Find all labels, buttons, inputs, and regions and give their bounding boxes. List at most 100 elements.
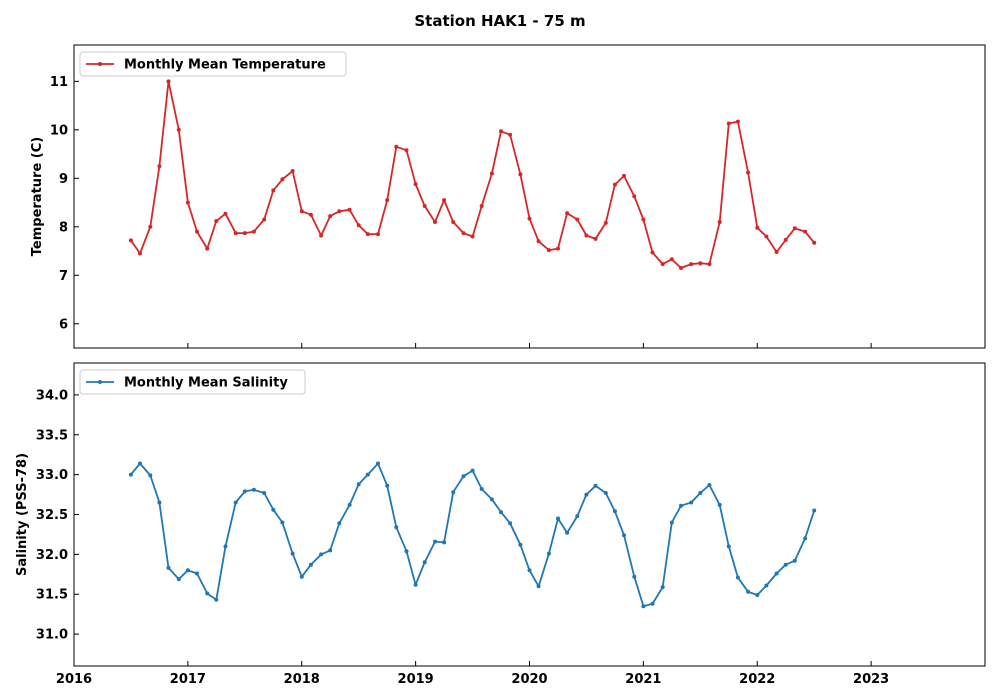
salinity-data-point bbox=[641, 604, 646, 609]
salinity-data-point bbox=[660, 585, 665, 590]
temperature-data-point bbox=[792, 226, 797, 231]
salinity-data-point bbox=[319, 552, 324, 557]
salinity-series-line bbox=[130, 462, 816, 608]
salinity-x-tick-label: 2017 bbox=[170, 672, 206, 687]
salinity-data-point bbox=[376, 461, 380, 466]
temperature-data-point bbox=[518, 172, 523, 177]
temperature-data-point bbox=[470, 234, 475, 239]
temperature-data-point bbox=[347, 207, 352, 212]
salinity-data-point bbox=[565, 530, 570, 535]
temperature-y-tick-label: 7 bbox=[59, 269, 68, 284]
temperature-data-point bbox=[157, 164, 162, 169]
temperature-data-point bbox=[128, 238, 133, 243]
temperature-data-point bbox=[641, 217, 646, 222]
temperature-data-point bbox=[783, 237, 788, 242]
salinity-data-point bbox=[442, 540, 447, 545]
salinity-data-point bbox=[755, 593, 760, 597]
temperature-data-point bbox=[546, 248, 551, 253]
temperature-data-point bbox=[650, 250, 655, 255]
salinity-data-point bbox=[299, 574, 304, 579]
temperature-data-point bbox=[394, 144, 399, 149]
salinity-panel: 2016 2017 2018 2019 2020 2021 2022 2023 31.0 31.5… bbox=[15, 362, 986, 687]
salinity-data-point bbox=[185, 568, 190, 573]
salinity-data-point bbox=[138, 461, 142, 466]
salinity-data-point bbox=[461, 474, 466, 479]
temperature-data-point bbox=[433, 220, 437, 224]
temperature-data-point bbox=[280, 177, 285, 182]
salinity-data-point bbox=[764, 583, 769, 588]
salinity-y-tick-label: 31.0 bbox=[36, 628, 68, 643]
salinity-data-point bbox=[337, 521, 342, 526]
salinity-data-point bbox=[679, 503, 683, 508]
temperature-y-tick-label: 9 bbox=[59, 172, 68, 187]
temperature-data-point bbox=[205, 246, 210, 251]
salinity-data-point bbox=[214, 597, 219, 602]
temperature-data-point bbox=[669, 257, 674, 262]
temperature-data-point bbox=[499, 129, 503, 134]
temperature-y-tick-label: 8 bbox=[59, 220, 68, 235]
temperature-data-point bbox=[233, 231, 238, 236]
salinity-data-point bbox=[546, 551, 551, 556]
temperature-data-point bbox=[251, 229, 256, 234]
salinity-data-point bbox=[746, 589, 751, 594]
temperature-data-point bbox=[622, 173, 626, 178]
temperature-data-point bbox=[365, 232, 370, 237]
temperature-data-point bbox=[479, 204, 484, 208]
salinity-data-point bbox=[792, 558, 797, 563]
salinity-data-point bbox=[499, 510, 503, 515]
temperature-data-point bbox=[404, 148, 409, 153]
temperature-data-point bbox=[242, 231, 247, 236]
salinity-data-point bbox=[650, 601, 655, 606]
temperature-data-point bbox=[755, 225, 760, 230]
temperature-data-point bbox=[442, 198, 447, 203]
temperature-data-point bbox=[717, 220, 722, 224]
salinity-data-point bbox=[308, 562, 313, 567]
temperature-data-point bbox=[299, 209, 304, 214]
salinity-data-point bbox=[584, 492, 589, 497]
salinity-x-tick-label: 2018 bbox=[284, 672, 320, 687]
temperature-data-point bbox=[707, 262, 712, 267]
temperature-data-point bbox=[764, 234, 769, 239]
temperature-data-point bbox=[556, 246, 560, 251]
temperature-data-point bbox=[489, 171, 494, 176]
salinity-data-point bbox=[251, 487, 256, 492]
salinity-data-point bbox=[536, 584, 541, 589]
temperature-data-point bbox=[176, 127, 181, 132]
temperature-panel: 6 7 8 9 10 11 Temperature (C) Monthly Mean Temp… bbox=[30, 44, 986, 349]
temperature-data-point bbox=[603, 220, 608, 225]
temperature-data-point bbox=[698, 261, 703, 266]
salinity-y-axis-label: Salinity (PSS-78) bbox=[15, 453, 30, 576]
temperature-data-point bbox=[660, 262, 665, 267]
salinity-data-point bbox=[223, 544, 228, 549]
salinity-data-point bbox=[470, 468, 475, 473]
temperature-data-point bbox=[328, 214, 333, 219]
salinity-data-point bbox=[290, 551, 295, 556]
salinity-data-point bbox=[479, 487, 484, 491]
temperature-data-point bbox=[319, 233, 324, 238]
temperature-data-point bbox=[376, 232, 380, 237]
temperature-data-point bbox=[148, 224, 153, 229]
salinity-y-tick-label: 33.0 bbox=[36, 468, 68, 483]
temperature-data-point bbox=[185, 200, 190, 205]
salinity-x-tick-label: 2021 bbox=[625, 672, 661, 687]
temperature-data-point bbox=[726, 121, 731, 126]
temperature-y-tick-label: 11 bbox=[50, 75, 68, 90]
salinity-data-point bbox=[717, 502, 722, 507]
figure-title: Station HAK1 - 75 m bbox=[414, 12, 585, 30]
salinity-legend-label: Monthly Mean Salinity bbox=[124, 376, 288, 391]
temperature-data-point bbox=[774, 250, 779, 254]
temperature-data-point bbox=[593, 236, 598, 241]
salinity-data-point bbox=[603, 491, 608, 495]
salinity-x-tick-label: 2016 bbox=[56, 672, 92, 687]
salinity-data-point bbox=[148, 473, 153, 478]
salinity-data-point bbox=[271, 507, 276, 512]
salinity-data-point bbox=[612, 509, 617, 514]
temperature-y-axis-label: Temperature (C) bbox=[30, 137, 45, 256]
salinity-data-point bbox=[394, 525, 399, 530]
temperature-data-point bbox=[527, 216, 532, 221]
salinity-data-point bbox=[489, 497, 494, 502]
salinity-data-point bbox=[176, 577, 181, 582]
temperature-data-point bbox=[214, 219, 219, 223]
temperature-data-point bbox=[632, 194, 637, 199]
temperature-legend-label: Monthly Mean Temperature bbox=[124, 58, 326, 73]
